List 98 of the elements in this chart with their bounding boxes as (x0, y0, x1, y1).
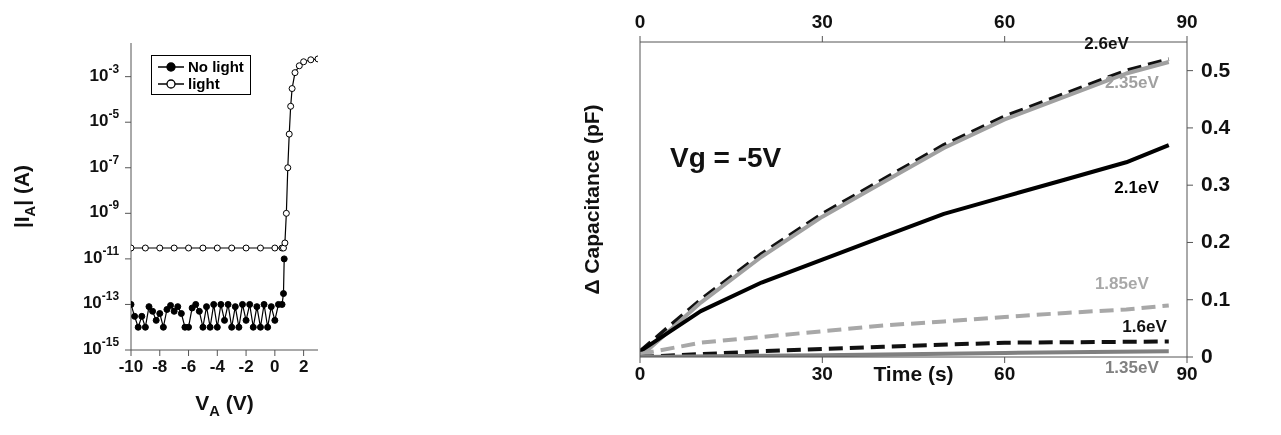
point (138, 312, 146, 320)
point (141, 323, 149, 331)
point (131, 312, 139, 320)
x-tick-label: 2 (298, 357, 309, 377)
series-label: 2.6eV (1084, 34, 1130, 54)
point (149, 307, 157, 315)
y-tick-label: 10$^{-5}$ (89, 107, 120, 131)
point (167, 301, 175, 309)
point (170, 307, 178, 315)
point (228, 323, 236, 331)
x-tick-label: 0 (634, 363, 646, 385)
point (242, 244, 250, 252)
point (280, 255, 288, 263)
point (156, 244, 164, 252)
point (307, 56, 315, 64)
point (246, 300, 254, 308)
point (213, 323, 221, 331)
y-tick-label: 10$^{-3}$ (89, 61, 120, 86)
x-tick-label: -4 (209, 357, 226, 377)
x-tick-label: 0 (270, 357, 280, 377)
series-label: 1.85eV (1094, 274, 1150, 294)
point (295, 62, 303, 70)
point (235, 323, 243, 331)
point (267, 303, 275, 311)
x-tick-label: -2 (238, 357, 254, 377)
x-tick-label: 90 (1176, 363, 1198, 385)
point (279, 290, 287, 298)
point (206, 323, 214, 331)
point (210, 300, 218, 308)
y-tick-label: 10$^{-11}$ (83, 244, 120, 268)
point (256, 244, 264, 252)
point (228, 244, 236, 252)
series-label: 1.35eV (1104, 358, 1160, 378)
point (238, 300, 246, 308)
point (287, 102, 295, 110)
point (221, 316, 228, 324)
point (300, 58, 308, 66)
point (185, 323, 193, 331)
point (291, 69, 299, 77)
y-tick-label: 10$^{-9}$ (89, 198, 120, 222)
x2-tick-label: 60 (994, 11, 1016, 32)
point (159, 323, 167, 331)
x2-tick-label: 90 (1176, 11, 1198, 32)
point (256, 323, 264, 331)
point (249, 323, 257, 331)
x2-tick-label: 0 (634, 11, 646, 32)
x2-tick-label: 30 (811, 11, 833, 32)
legend-label: No light (188, 58, 244, 75)
series-label: 2.1eV (1114, 178, 1160, 198)
x-tick-label: -10 (118, 357, 144, 377)
point (242, 316, 250, 324)
point (217, 300, 225, 308)
point (199, 244, 207, 252)
point (288, 85, 296, 93)
y-tick-label: 0.4 (1201, 114, 1231, 138)
y-axis-title: Δ Capacitance (pF) (579, 104, 603, 295)
x-tick-label: 30 (811, 363, 833, 385)
point (224, 300, 232, 308)
point (253, 303, 261, 311)
y-tick-label: 0.3 (1201, 171, 1231, 195)
point (177, 310, 185, 318)
point (213, 244, 221, 252)
point (282, 209, 290, 217)
point (163, 306, 171, 313)
x-tick-label: 60 (994, 363, 1016, 385)
y-tick-label: 0.1 (1201, 286, 1231, 310)
x-tick-label: -6 (180, 357, 197, 377)
y-tick-label: 0.2 (1201, 229, 1231, 252)
point (141, 244, 149, 252)
point (285, 130, 293, 138)
point (152, 316, 160, 324)
legend-label: light (188, 75, 220, 92)
annotation: Vg = -5V (670, 142, 782, 174)
point (195, 307, 203, 315)
point (271, 316, 279, 324)
y-tick-label: 10$^{-13}$ (82, 289, 120, 313)
x-axis-title: Time (s) (873, 361, 954, 385)
point (271, 244, 279, 252)
point (170, 244, 178, 252)
point (260, 300, 268, 308)
point (281, 239, 289, 247)
point (284, 164, 292, 172)
point (134, 323, 142, 331)
series-label: 1.6eV (1122, 316, 1168, 336)
x-tick-label: -8 (152, 357, 168, 377)
point (192, 300, 200, 308)
point (185, 244, 193, 252)
point (231, 303, 239, 311)
point (203, 303, 211, 311)
x-axis-title: V$_{A}$ (V) (195, 390, 254, 419)
point (174, 303, 182, 311)
point (264, 323, 272, 331)
point (145, 303, 153, 311)
point (156, 310, 164, 318)
point (199, 323, 207, 331)
y-tick-label: 10$^{-7}$ (89, 152, 120, 177)
y-tick-label: 0.5 (1201, 57, 1231, 81)
y-tick-label: 10$^{-15}$ (82, 335, 120, 359)
